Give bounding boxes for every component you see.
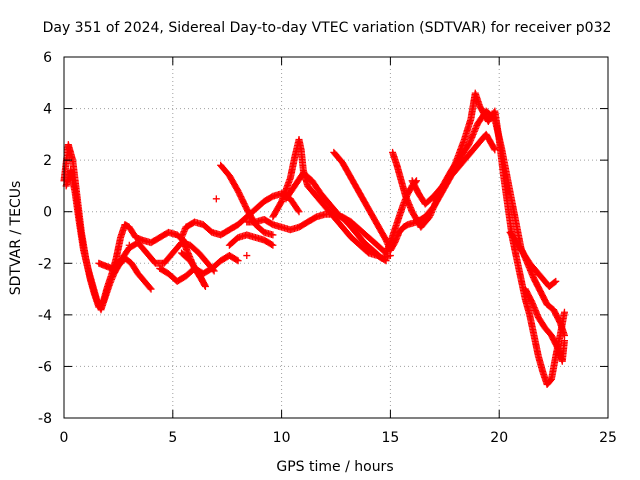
x-tick-label: 15 <box>381 430 399 446</box>
data-point <box>491 146 499 154</box>
x-tick-label: 25 <box>599 430 617 446</box>
plot-frame <box>63 56 609 419</box>
series-track-n <box>506 228 560 290</box>
y-axis-label: SDTVAR / TECUs <box>8 181 24 296</box>
y-tick-label: -4 <box>38 308 52 324</box>
series-track-j <box>282 169 394 262</box>
data-point <box>560 308 568 316</box>
series-track-b <box>62 166 155 314</box>
data-point <box>268 240 276 248</box>
x-tick-label: 5 <box>168 430 177 446</box>
data-point <box>295 208 303 216</box>
data-point <box>490 145 498 153</box>
data-point <box>233 256 241 264</box>
y-tick-label: -2 <box>38 256 52 272</box>
series-track-k <box>330 130 499 254</box>
data-point <box>294 206 302 214</box>
series-track-e <box>178 190 303 290</box>
data-point <box>560 337 568 345</box>
data-point <box>234 257 242 265</box>
y-tick-label: 0 <box>43 205 52 221</box>
data-point <box>146 284 154 292</box>
chart-title: Day 351 of 2024, Sidereal Day-to-day VTE… <box>43 20 612 36</box>
y-tick-label: 6 <box>43 50 52 66</box>
x-tick-label: 10 <box>273 430 291 446</box>
x-axis-label: GPS time / hours <box>276 459 393 475</box>
y-tick-label: 4 <box>43 102 52 118</box>
series-isolated <box>125 195 251 260</box>
data-point <box>212 195 220 203</box>
y-tick-label: 2 <box>43 153 52 169</box>
data-marks <box>60 89 568 388</box>
series-track-l <box>389 89 568 388</box>
y-tick-label: -6 <box>38 359 52 375</box>
data-point <box>147 285 155 293</box>
x-tick-label: 0 <box>60 430 69 446</box>
x-tick-label: 20 <box>490 430 508 446</box>
data-point <box>551 278 559 286</box>
axis-ticks: 0 5 10 15 20 25 -8 -6 -4 -2 0 2 4 6 <box>38 50 617 446</box>
series-track-g <box>225 231 277 249</box>
data-point <box>243 252 251 260</box>
data-point <box>269 241 277 249</box>
data-point <box>269 231 277 239</box>
data-point <box>125 241 133 249</box>
data-point <box>552 277 560 285</box>
series-track-o <box>521 285 568 365</box>
y-tick-label: -8 <box>38 411 52 427</box>
